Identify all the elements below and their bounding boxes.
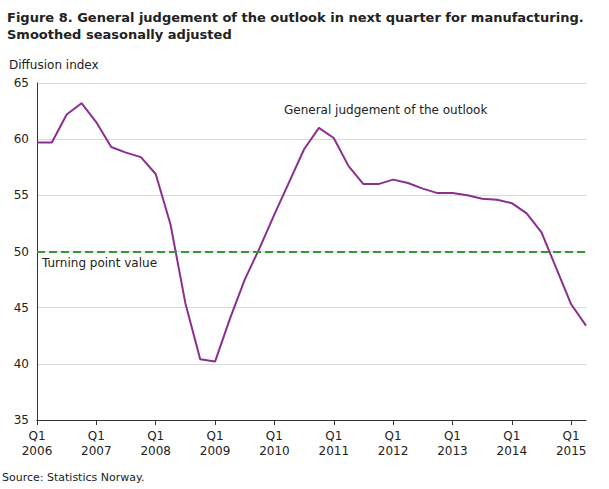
svg-text:Q1: Q1 bbox=[503, 429, 520, 443]
svg-text:Q1: Q1 bbox=[147, 429, 164, 443]
svg-text:2008: 2008 bbox=[140, 444, 171, 458]
svg-text:2015: 2015 bbox=[556, 444, 587, 458]
svg-text:Q1: Q1 bbox=[325, 429, 342, 443]
svg-text:Q1: Q1 bbox=[207, 429, 224, 443]
svg-text:2010: 2010 bbox=[259, 444, 290, 458]
svg-text:60: 60 bbox=[14, 132, 29, 146]
svg-text:Q1: Q1 bbox=[444, 429, 461, 443]
svg-text:2014: 2014 bbox=[497, 444, 528, 458]
svg-text:2012: 2012 bbox=[378, 444, 409, 458]
svg-text:Figure 8. General judgement of: Figure 8. General judgement of the outlo… bbox=[7, 10, 584, 25]
svg-text:40: 40 bbox=[14, 357, 29, 371]
svg-text:Diffusion index: Diffusion index bbox=[9, 58, 99, 72]
svg-text:Source: Statistics Norway.: Source: Statistics Norway. bbox=[2, 471, 144, 484]
svg-text:General judgement of the outlo: General judgement of the outlook bbox=[284, 103, 487, 117]
svg-text:55: 55 bbox=[14, 188, 29, 202]
svg-text:Q1: Q1 bbox=[28, 429, 45, 443]
svg-text:2013: 2013 bbox=[437, 444, 468, 458]
svg-text:Q1: Q1 bbox=[88, 429, 105, 443]
svg-text:Q1: Q1 bbox=[385, 429, 402, 443]
svg-text:2007: 2007 bbox=[81, 444, 112, 458]
svg-text:35: 35 bbox=[14, 413, 29, 427]
svg-text:2006: 2006 bbox=[22, 444, 53, 458]
svg-text:Turning point value: Turning point value bbox=[41, 256, 157, 270]
svg-text:2011: 2011 bbox=[318, 444, 349, 458]
svg-text:65: 65 bbox=[14, 76, 29, 90]
svg-text:Smoothed seasonally adjusted: Smoothed seasonally adjusted bbox=[7, 27, 232, 42]
svg-text:45: 45 bbox=[14, 301, 29, 315]
svg-text:Q1: Q1 bbox=[266, 429, 283, 443]
svg-text:Q1: Q1 bbox=[563, 429, 580, 443]
svg-text:2009: 2009 bbox=[200, 444, 231, 458]
svg-text:50: 50 bbox=[14, 245, 29, 259]
